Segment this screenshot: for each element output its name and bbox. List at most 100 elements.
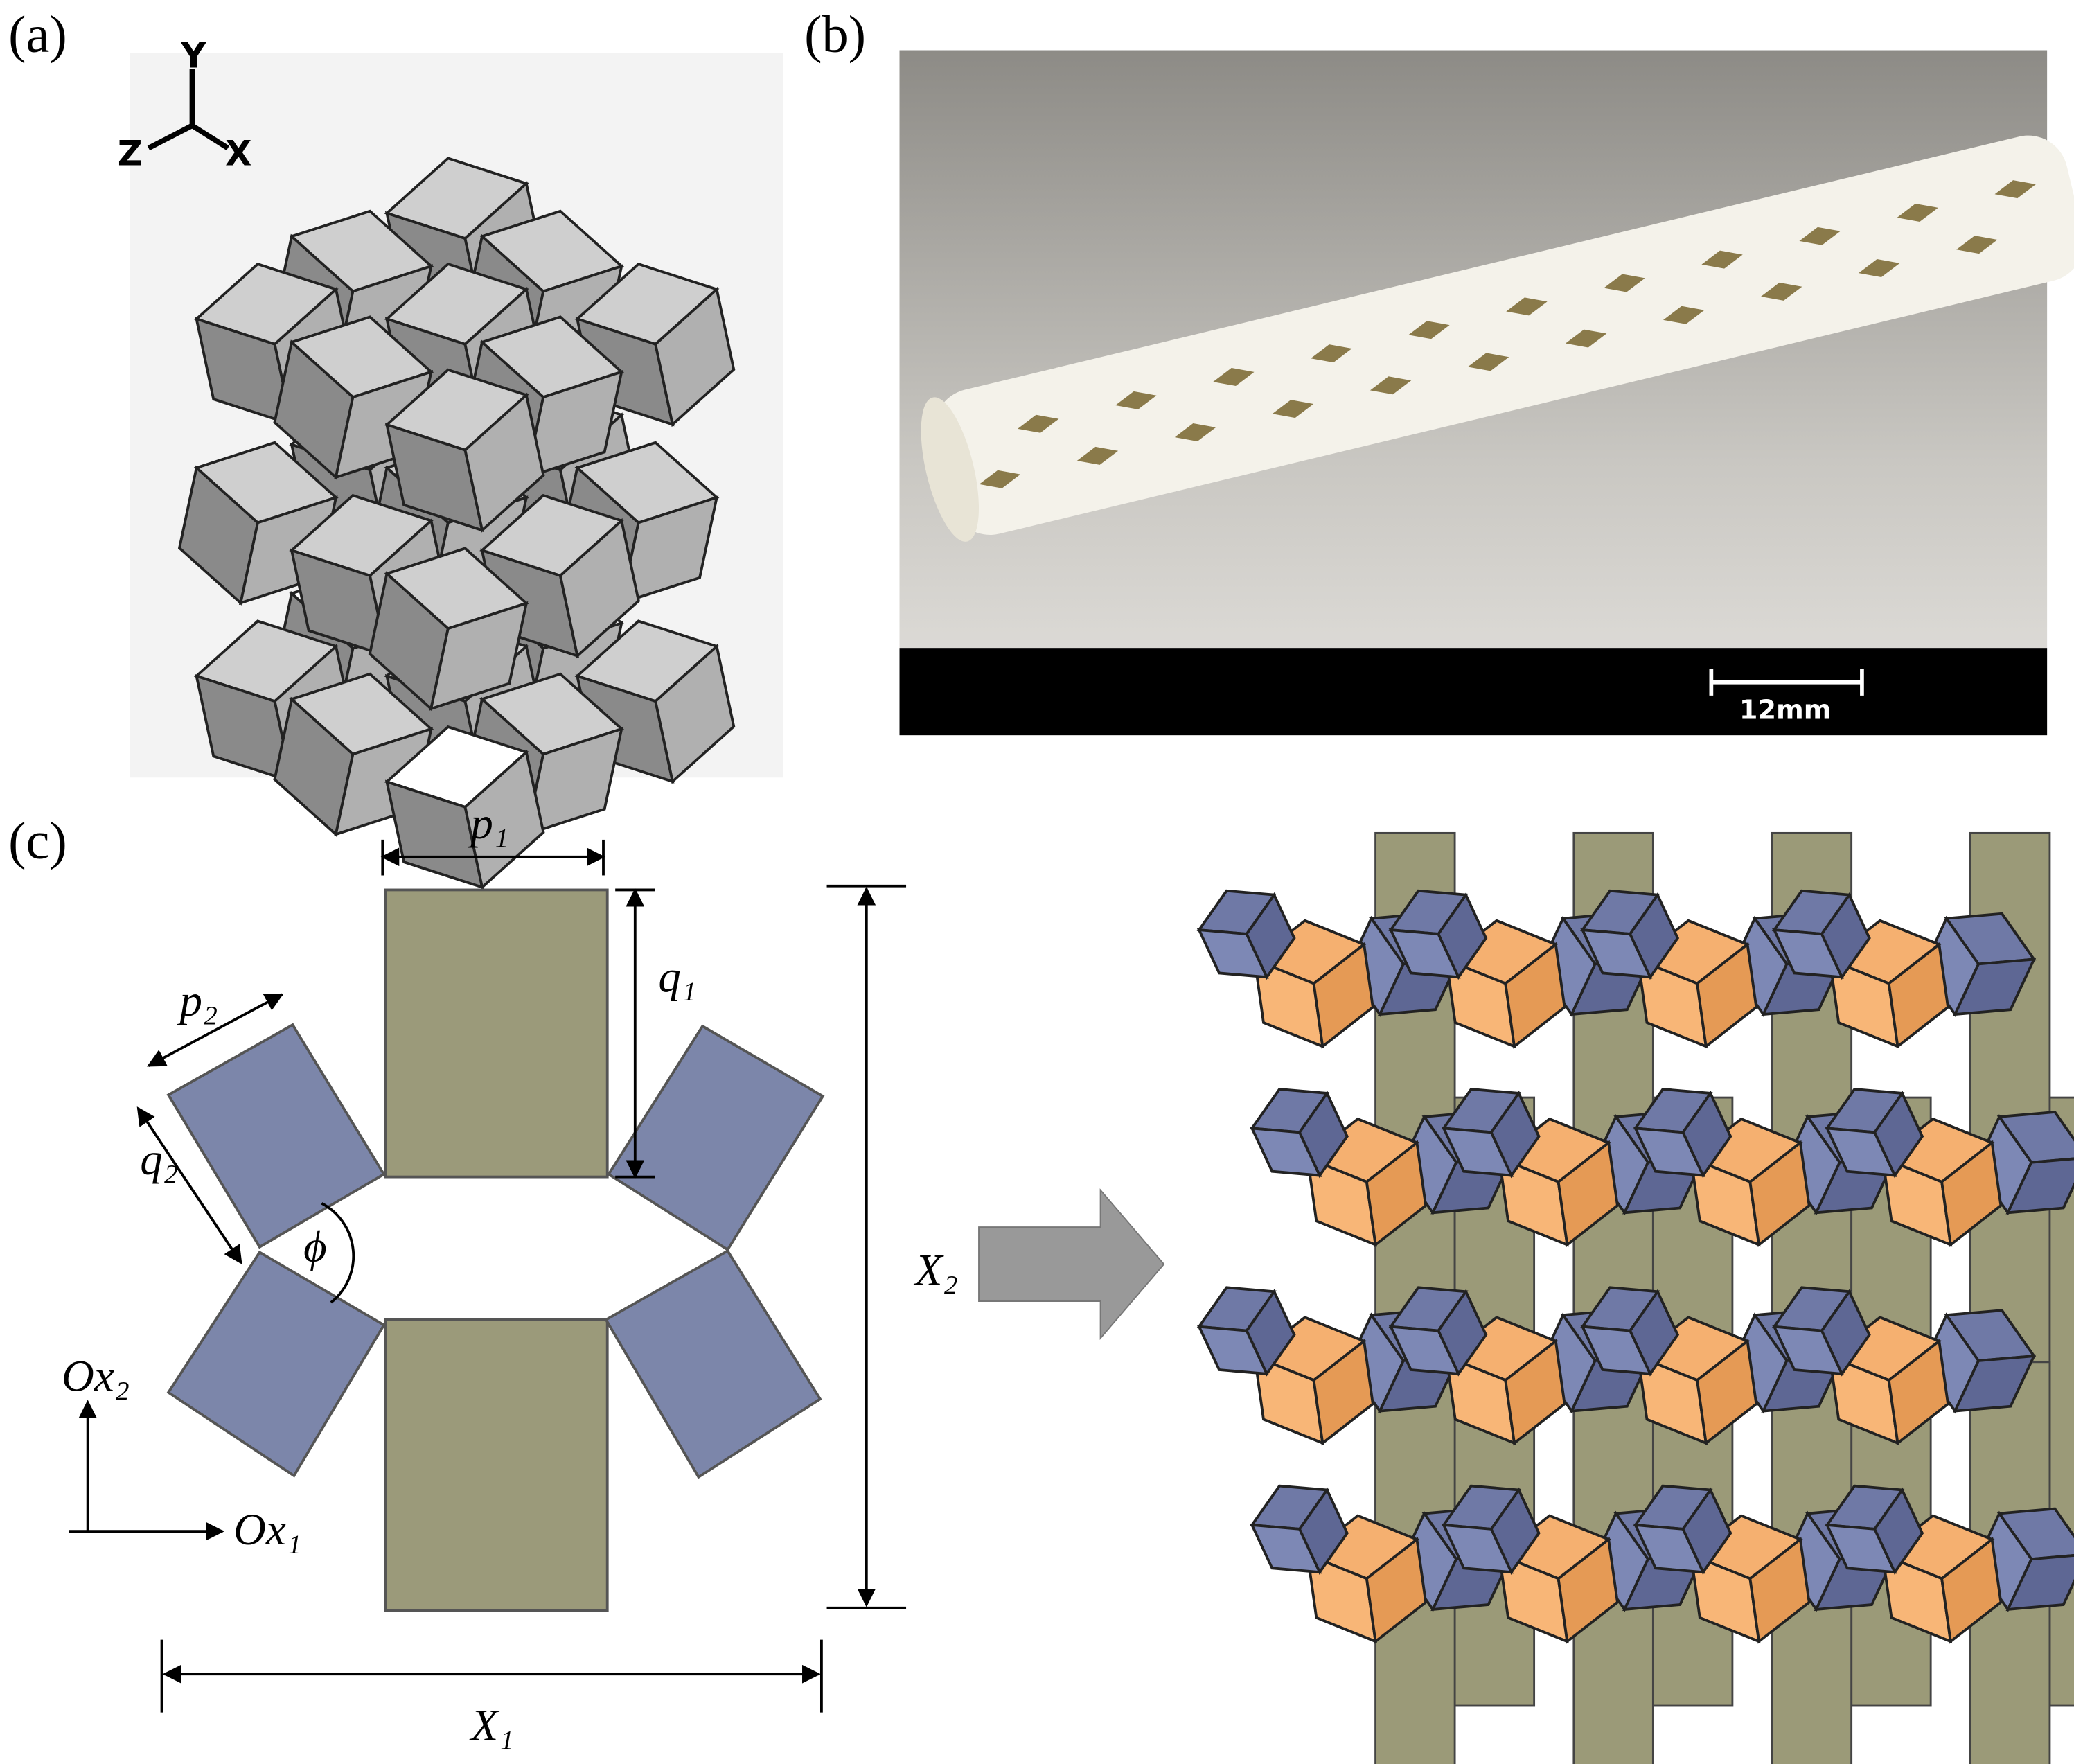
cube (1880, 1514, 2003, 1644)
dim-label: q₁ (658, 952, 696, 1002)
cube-face (1887, 1339, 1950, 1446)
cube (1771, 1286, 1871, 1377)
cube (1688, 1514, 1811, 1644)
cube-face (1504, 1339, 1566, 1446)
cube-face (1695, 942, 1758, 1049)
cube-face (1820, 1289, 1871, 1377)
cube-face (1297, 1091, 1349, 1179)
axis-label: Y (180, 35, 206, 76)
hole (1859, 258, 1900, 277)
cube-face (2005, 1553, 2074, 1612)
cube-face (1953, 1354, 2037, 1413)
hole (1663, 306, 1705, 324)
dim-label: p₂ (177, 976, 218, 1025)
cube-assembly (130, 53, 783, 890)
cube (384, 368, 545, 533)
panel-label: (b) (804, 5, 866, 64)
cube-face (1628, 892, 1680, 980)
hole (1701, 250, 1743, 269)
hole (1272, 400, 1314, 418)
cube-face (429, 601, 529, 711)
cube-face (654, 286, 736, 427)
cube-face (1940, 1140, 2003, 1248)
axis-triad (147, 69, 230, 151)
cube-face (1695, 1339, 1758, 1446)
dim-label: p₁ (468, 799, 508, 849)
cube-face (1489, 1091, 1541, 1179)
hole (1604, 274, 1645, 292)
axis-label: Ox₂ (62, 1351, 130, 1401)
cube (1249, 1484, 1349, 1575)
cube-face (1953, 958, 2037, 1016)
cube-face (463, 392, 545, 533)
cube (1388, 1286, 1488, 1377)
cube-face (1365, 1140, 1428, 1248)
photo (899, 50, 2074, 736)
cube-face (1312, 942, 1374, 1049)
cube (1688, 1117, 1811, 1248)
cube (1974, 1507, 2074, 1612)
hole (1213, 367, 1255, 386)
cube (1304, 1514, 1428, 1644)
cube (1388, 889, 1488, 980)
transition-arrow (978, 1188, 1165, 1341)
cube (1496, 1514, 1619, 1644)
cube (1496, 1117, 1619, 1248)
cube-face (1504, 942, 1566, 1049)
cube (1633, 1484, 1732, 1575)
cube-face (1940, 1537, 2003, 1644)
dim-label: X₁ (469, 1700, 514, 1750)
unit-cell (166, 888, 825, 1612)
hole (1018, 414, 1059, 433)
cube (1825, 1484, 1924, 1575)
cube (1580, 889, 1680, 980)
cube (1249, 1088, 1349, 1179)
lattice-3d (1196, 831, 2074, 1764)
hole (979, 470, 1021, 488)
cube-face (1820, 892, 1871, 980)
hole (1174, 423, 1216, 441)
hole (1467, 353, 1509, 371)
cube (1196, 889, 1296, 980)
cube (1196, 1286, 1296, 1377)
cube-face (1489, 1487, 1541, 1575)
cube (463, 315, 625, 480)
cube-face (1557, 1537, 1619, 1644)
cube-face (1365, 1537, 1428, 1644)
scale-bar-label: 12mm (1739, 695, 1832, 725)
cube-face (1437, 892, 1488, 980)
cube (1444, 919, 1566, 1049)
cube (574, 262, 736, 427)
hole (1506, 297, 1548, 316)
hole (1311, 344, 1352, 363)
cube (1304, 1117, 1428, 1248)
cube (1827, 1316, 1950, 1446)
cube (1635, 919, 1758, 1049)
dim-label: ϕ (303, 1221, 327, 1271)
cube (1825, 1088, 1924, 1179)
cube-face (2005, 1156, 2074, 1215)
hole (1761, 282, 1802, 301)
hole (1370, 376, 1412, 395)
hole (1115, 391, 1157, 409)
cube-face (1681, 1487, 1732, 1575)
hole (1565, 329, 1607, 348)
cube (574, 619, 736, 784)
axis-label: Ox₁ (233, 1505, 301, 1555)
cube-face (1437, 1289, 1488, 1377)
cube (1444, 1316, 1566, 1446)
cube-face (1312, 1339, 1374, 1446)
dimension-lines (69, 839, 907, 1713)
cube-face (558, 518, 640, 659)
hole (1994, 180, 2036, 199)
cube-face (1628, 1289, 1680, 1377)
cube (273, 672, 434, 837)
axis-label: Z (118, 134, 143, 174)
cube-face (654, 644, 736, 784)
cube-face (1873, 1487, 1924, 1575)
cube (1252, 919, 1374, 1049)
dim-label: q₂ (140, 1134, 178, 1184)
hole (1408, 321, 1450, 339)
cube-face (1873, 1091, 1924, 1179)
